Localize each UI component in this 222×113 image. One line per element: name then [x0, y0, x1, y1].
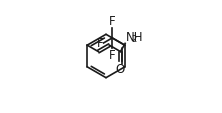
- Text: F: F: [109, 15, 116, 28]
- Text: O: O: [116, 62, 125, 75]
- Text: F: F: [109, 49, 116, 62]
- Text: F: F: [96, 37, 103, 50]
- Text: NH: NH: [125, 31, 143, 43]
- Text: 2: 2: [132, 35, 137, 44]
